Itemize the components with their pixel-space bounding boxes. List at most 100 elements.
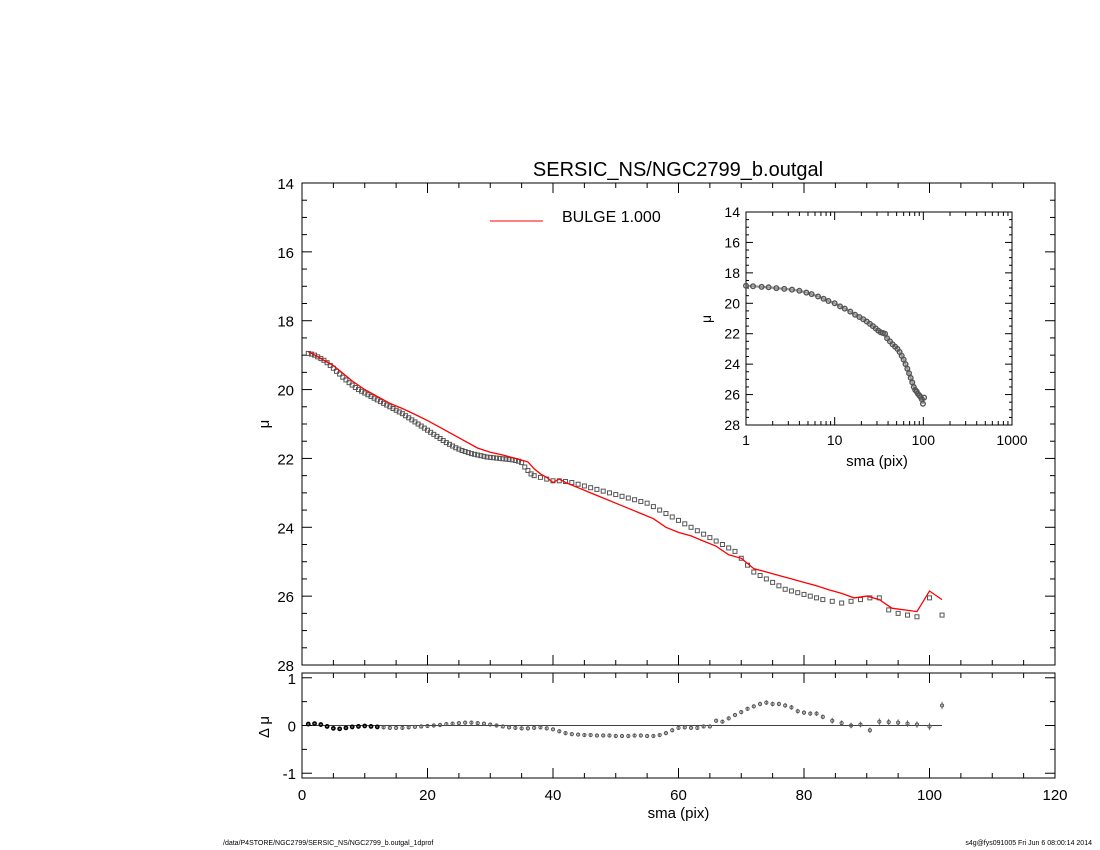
residual-point	[469, 720, 474, 725]
residual-point	[607, 733, 612, 738]
x-tick-label: 40	[545, 787, 562, 804]
residual-point	[374, 724, 380, 730]
residual-point	[576, 732, 581, 737]
y-tick-label: 24	[277, 520, 294, 537]
data-point	[632, 497, 638, 503]
y-tick-label: 20	[724, 295, 740, 311]
residual-point	[645, 733, 650, 739]
y-axis-label: Δ μ	[256, 716, 273, 738]
residual-point	[412, 724, 418, 730]
data-point	[459, 448, 465, 454]
y-tick-label: 28	[277, 658, 294, 675]
x-tick-label: 1	[742, 432, 750, 448]
data-point	[776, 583, 782, 589]
residual-point	[463, 720, 468, 725]
data-point	[465, 450, 471, 456]
data-point	[801, 591, 807, 597]
data-point	[468, 451, 474, 457]
residual-point	[563, 731, 568, 736]
residual-point	[456, 721, 461, 726]
residual-point	[532, 725, 537, 730]
residual-point	[594, 733, 600, 738]
data-point	[525, 467, 531, 473]
y-tick-label: 24	[724, 356, 740, 372]
y-tick-label: 18	[724, 265, 740, 281]
residual-point	[387, 725, 392, 730]
data-point	[625, 495, 631, 501]
y-axis-label: μ	[256, 420, 273, 429]
residual-point	[657, 732, 662, 738]
residual-point	[795, 709, 800, 714]
data-point	[782, 586, 788, 592]
residual-point	[939, 703, 945, 708]
data-point	[494, 455, 500, 461]
x-tick-label: 20	[419, 787, 436, 804]
residual-point	[745, 706, 750, 711]
residual-point	[481, 721, 487, 726]
data-point	[343, 377, 349, 383]
residual-point	[914, 722, 920, 727]
residual-point	[896, 720, 901, 725]
data-point	[713, 538, 719, 544]
residual-point	[632, 733, 637, 738]
data-point	[490, 455, 496, 461]
residual-point	[814, 711, 819, 716]
residual-point	[324, 724, 330, 729]
data-point	[814, 595, 820, 601]
data-point	[613, 492, 619, 498]
x-tick-label: 1000	[996, 432, 1027, 448]
residual-point	[688, 725, 694, 730]
data-point	[606, 490, 612, 496]
residual-point	[444, 721, 449, 727]
data-point	[462, 449, 468, 455]
residual-point	[757, 701, 763, 707]
data-point	[682, 521, 688, 527]
residual-point	[670, 728, 675, 733]
data-point	[522, 464, 528, 470]
data-point	[340, 374, 346, 380]
residual-point	[695, 725, 700, 730]
data-point	[484, 454, 490, 460]
residual-point	[538, 725, 543, 730]
residual-point	[707, 724, 712, 729]
data-point	[600, 488, 606, 494]
residual-point	[839, 721, 844, 726]
x-tick-label: 120	[1042, 787, 1067, 804]
residual-point	[305, 721, 311, 727]
data-point	[537, 474, 543, 480]
residual-point	[337, 726, 343, 732]
y-tick-label: 16	[277, 245, 294, 262]
residual-point	[588, 732, 593, 738]
x-axis-label: sma (pix)	[846, 453, 908, 470]
y-tick-label: 16	[724, 234, 740, 250]
residual-point	[356, 724, 361, 729]
data-point	[732, 548, 738, 554]
data-point	[788, 588, 794, 594]
data-point	[575, 481, 581, 487]
data-point	[688, 524, 694, 530]
residual-point	[626, 733, 631, 739]
y-tick-label: -1	[283, 766, 296, 783]
x-tick-label: 100	[912, 432, 936, 448]
data-point	[757, 572, 763, 578]
residual-point	[419, 724, 424, 729]
residual-point	[381, 725, 386, 730]
data-point	[638, 498, 644, 504]
residual-point	[714, 718, 719, 723]
residual-point	[550, 727, 556, 732]
residual-point	[801, 710, 807, 715]
y-tick-label: 1	[288, 671, 296, 688]
y-tick-label: 22	[277, 451, 294, 468]
data-point	[478, 453, 484, 459]
y-tick-label: 28	[724, 417, 740, 433]
data-point	[770, 579, 776, 585]
data-point	[694, 528, 700, 534]
residual-point	[726, 716, 731, 721]
data-point	[581, 483, 587, 489]
residual-point	[368, 724, 374, 729]
data-point	[726, 545, 732, 551]
residual-point	[751, 704, 756, 709]
residual-point	[701, 724, 706, 729]
residual-point	[318, 722, 324, 727]
